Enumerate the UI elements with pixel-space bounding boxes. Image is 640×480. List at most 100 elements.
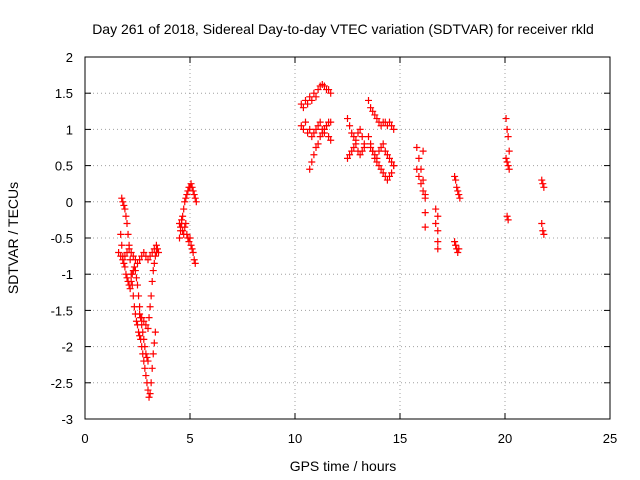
data-point <box>123 220 131 228</box>
data-point <box>358 133 366 141</box>
data-point <box>367 144 375 151</box>
data-point <box>140 317 148 325</box>
data-point <box>183 230 191 238</box>
data-point <box>150 259 158 267</box>
data-point <box>146 390 154 398</box>
data-point <box>310 89 318 97</box>
data-point <box>350 144 358 151</box>
series-prn-t <box>451 238 463 256</box>
data-point <box>192 198 200 206</box>
series-prn-l <box>365 96 398 133</box>
data-point <box>122 270 130 278</box>
data-point <box>377 144 385 151</box>
data-point <box>320 82 328 90</box>
data-point <box>302 96 309 104</box>
y-tick-label: 0 <box>66 195 73 210</box>
data-point <box>454 248 462 256</box>
data-point <box>191 194 199 202</box>
data-point <box>320 125 328 133</box>
data-point <box>123 274 131 282</box>
data-point <box>149 267 157 275</box>
x-tick-label: 20 <box>498 431 512 446</box>
grid <box>85 57 610 419</box>
x-tick-label: 10 <box>288 431 302 446</box>
data-point <box>310 151 318 159</box>
data-point <box>452 241 460 249</box>
data-point <box>135 292 143 300</box>
data-point <box>118 241 126 249</box>
data-point <box>136 256 144 264</box>
data-point <box>371 151 379 159</box>
data-point <box>505 165 513 173</box>
data-point <box>189 187 197 195</box>
data-point <box>369 107 377 115</box>
x-tick-label: 0 <box>81 431 88 446</box>
data-point <box>128 270 136 278</box>
data-point <box>178 216 186 224</box>
data-point <box>125 245 133 253</box>
data-point <box>415 154 423 162</box>
data-point <box>308 158 316 166</box>
series-prn-q <box>419 147 442 253</box>
data-point <box>419 147 427 155</box>
data-point <box>354 129 362 137</box>
data-point <box>181 198 189 206</box>
data-point <box>127 248 135 256</box>
data-point <box>120 259 128 267</box>
data-point <box>140 248 148 256</box>
data-point <box>129 252 137 260</box>
data-point <box>434 227 442 235</box>
data-point <box>360 144 368 151</box>
data-point <box>136 310 144 318</box>
y-tick-label: 1 <box>66 122 73 137</box>
data-point <box>327 89 335 97</box>
data-point <box>386 172 393 180</box>
y-tick-label: 0.5 <box>55 159 73 174</box>
data-point <box>358 147 366 155</box>
data-point <box>373 154 381 162</box>
data-point <box>297 122 305 130</box>
data-point <box>191 259 199 267</box>
data-point <box>327 136 335 144</box>
data-point <box>151 328 159 336</box>
series-prn-r <box>421 205 442 235</box>
data-point <box>344 154 351 162</box>
data-point <box>188 245 196 253</box>
data-point <box>379 140 387 148</box>
series-prn-i <box>306 118 335 173</box>
data-point <box>375 147 383 155</box>
data-point <box>434 245 442 253</box>
data-point <box>189 248 197 256</box>
axis-ticks: 0 5 10 15 20 25 -3 -2.5 -2 -1.5 -1 -0.5 0 0.5 1 1.5 2 <box>51 50 618 446</box>
data-point <box>504 162 512 170</box>
data-point <box>180 205 188 213</box>
data-point <box>325 86 333 94</box>
data-point <box>182 194 190 202</box>
data-point <box>134 281 141 289</box>
data-point <box>119 256 127 264</box>
data-point <box>434 212 442 220</box>
data-point <box>383 176 391 184</box>
data-point <box>121 263 129 271</box>
data-point <box>377 122 385 130</box>
data-point <box>136 303 144 311</box>
data-point <box>452 176 460 184</box>
data-point <box>150 339 158 347</box>
data-point <box>365 133 372 141</box>
data-point <box>377 165 385 173</box>
data-point <box>143 353 151 361</box>
series-prn-f <box>176 216 199 267</box>
data-point <box>323 122 330 130</box>
data-point <box>141 364 149 372</box>
data-point <box>141 343 149 351</box>
data-point <box>179 227 187 235</box>
y-tick-label: 1.5 <box>55 86 73 101</box>
data-point <box>299 104 307 112</box>
data-point <box>350 133 358 141</box>
data-point <box>417 180 425 188</box>
data-point <box>142 372 150 380</box>
y-tick-label: -1 <box>61 267 73 282</box>
data-point <box>144 325 152 332</box>
data-point <box>413 144 421 151</box>
